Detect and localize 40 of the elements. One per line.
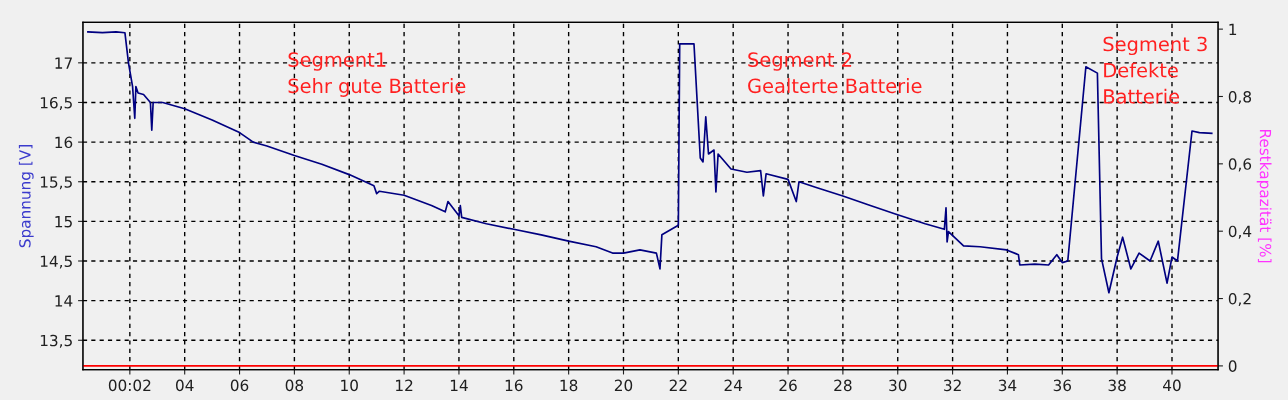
x-tick-label: 12 (396, 379, 413, 391)
x-tick-label: 26 (779, 379, 797, 392)
y-tick-label: 16,5 (40, 96, 72, 111)
y-axis-title: Spannung [V] (18, 145, 34, 248)
x-tick-label: 18 (560, 379, 578, 392)
x-tick-label: 08 (285, 379, 304, 392)
y-tick-label: 16 (55, 136, 73, 149)
x-tick-label: 04 (175, 379, 194, 392)
x-tick-label: 14 (450, 379, 468, 391)
y-tick-label: 13,5 (40, 334, 72, 348)
x-tick-label: 10 (341, 379, 358, 392)
x-tick-label: 24 (724, 379, 743, 391)
x-tick-label: 30 (889, 379, 907, 392)
x-tick-label: 34 (998, 379, 1017, 392)
y2-axis-title: Restkapazität [%] (1256, 129, 1272, 263)
line-series (87, 31, 1213, 294)
x-tick-label: 40 (1163, 379, 1181, 392)
y2-tick-label: 0 (1228, 360, 1237, 372)
y-tick-label: 14,5 (40, 255, 72, 269)
x-tick-label: 00:02 (108, 379, 151, 392)
y2-tick-label: 0,2 (1228, 293, 1251, 307)
y-tick-label: 17 (55, 57, 72, 69)
y-tick-label: 15,5 (40, 176, 72, 190)
x-tick-label: 22 (669, 379, 687, 391)
x-tick-label: 28 (834, 379, 852, 392)
y-tick-label: 14 (55, 295, 73, 307)
x-tick-label: 36 (1053, 379, 1072, 392)
y2-tick-label: 1 (1229, 23, 1237, 35)
annotation: Segment 3 Defekte Batterie (1103, 36, 1207, 104)
x-tick-label: 20 (614, 379, 633, 392)
y2-tick-label: 0,8 (1228, 90, 1252, 105)
annotation: Segment1 Sehr gute Batterie (288, 52, 466, 97)
annotation: Segment 2 Gealterte Batterie (748, 52, 922, 94)
y2-tick-label: 0,4 (1228, 225, 1252, 239)
x-tick-label: 06 (230, 379, 249, 392)
x-tick-label: 32 (944, 379, 961, 392)
x-tick-label: 38 (1108, 379, 1126, 392)
y-tick-label: 15 (55, 216, 72, 228)
y2-tick-label: 0,6 (1228, 158, 1252, 172)
x-tick-label: 16 (505, 379, 523, 392)
